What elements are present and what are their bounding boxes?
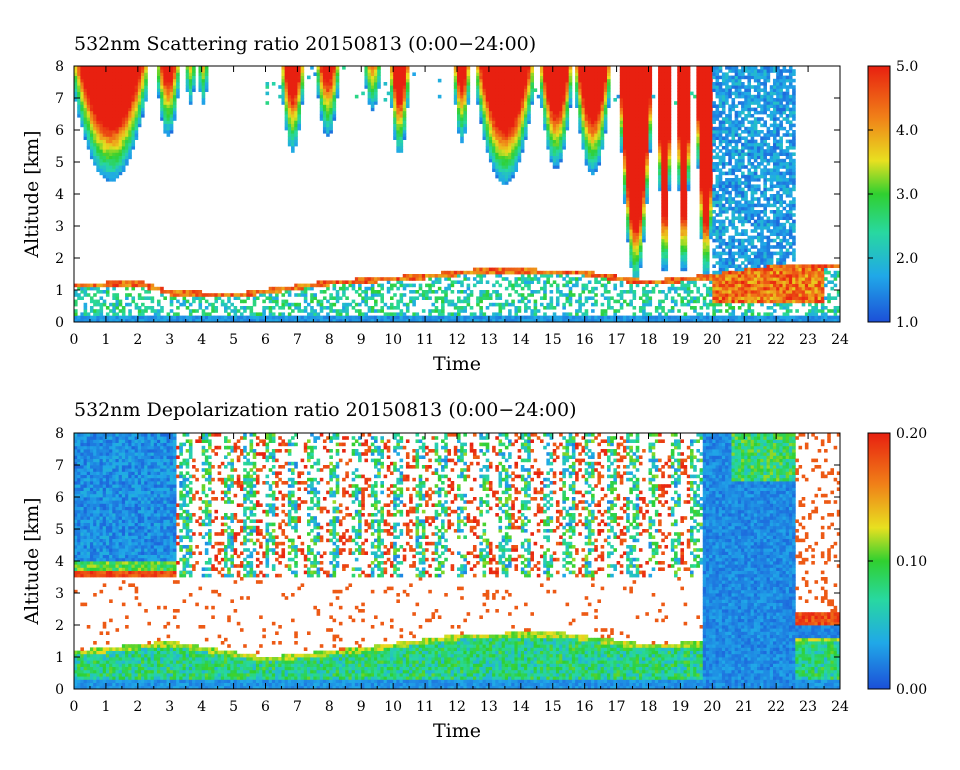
x-tick-label: 4 [197, 699, 206, 715]
colorbar-tick-label: 4.0 [896, 123, 918, 139]
x-tick-label: 1 [101, 332, 110, 348]
x-tick-label: 19 [672, 699, 690, 715]
scattering-ratio-title: 532nm Scattering ratio 20150813 (0:00−24… [74, 33, 536, 55]
x-tick-label: 9 [357, 332, 366, 348]
x-tick-label: 20 [703, 332, 721, 348]
scattering-colorbar-ticks: 1.0 2.0 3.0 4.0 5.0 [868, 59, 918, 331]
x-tick-label: 4 [197, 332, 206, 348]
x-tick-label: 10 [384, 332, 402, 348]
y-tick-label: 1 [55, 283, 64, 299]
x-tick-label: 16 [576, 332, 594, 348]
y-tick-label: 3 [55, 219, 64, 235]
x-tick-label: 6 [261, 699, 270, 715]
x-tick-label: 2 [133, 699, 142, 715]
x-tick-label: 23 [799, 699, 817, 715]
x-tick-label: 0 [70, 699, 79, 715]
depolarization-axes: 0 1 2 3 4 5 6 7 8 9 10 11 12 13 14 15 16 17 18 19 20 21 22 23 24… [55, 426, 849, 715]
y-tick-label: 0 [55, 682, 64, 698]
y-tick-label: 1 [55, 650, 64, 666]
x-tick-label: 21 [735, 699, 753, 715]
x-tick-label: 21 [735, 332, 753, 348]
y-tick-label: 6 [55, 490, 64, 506]
x-tick-label: 7 [293, 699, 302, 715]
y-tick-label: 8 [55, 59, 64, 75]
colorbar-tick-label: 3.0 [896, 187, 918, 203]
x-tick-label: 22 [767, 699, 785, 715]
scattering-y-axis-label: Altitude [km] [21, 130, 43, 258]
x-tick-label: 15 [544, 332, 562, 348]
x-tick-label: 14 [512, 699, 530, 715]
depolarization-ratio-heatmap [74, 433, 840, 689]
x-tick-label: 20 [703, 699, 721, 715]
y-tick-label: 7 [55, 91, 64, 107]
y-tick-label: 7 [55, 458, 64, 474]
colorbar-tick-label: 0.10 [896, 554, 927, 570]
x-tick-label: 16 [576, 699, 594, 715]
scattering-ratio-panel: 532nm Scattering ratio 20150813 (0:00−24… [21, 33, 918, 375]
x-tick-label: 2 [133, 332, 142, 348]
y-tick-label: 6 [55, 123, 64, 139]
x-tick-label: 18 [640, 699, 658, 715]
x-tick-label: 11 [416, 699, 434, 715]
x-tick-label: 0 [70, 332, 79, 348]
x-tick-label: 6 [261, 332, 270, 348]
x-tick-label: 5 [229, 332, 238, 348]
x-tick-label: 11 [416, 332, 434, 348]
colorbar-tick-label: 1.0 [896, 315, 918, 331]
scattering-x-axis-label: Time [433, 353, 481, 375]
colorbar-tick-label: 5.0 [896, 59, 918, 75]
x-tick-label: 9 [357, 699, 366, 715]
x-tick-label: 14 [512, 332, 530, 348]
y-tick-label: 3 [55, 586, 64, 602]
depolarization-colorbar-ticks: 0.00 0.10 0.20 [868, 426, 927, 698]
colorbar-tick-label: 2.0 [896, 251, 918, 267]
x-tick-label: 7 [293, 332, 302, 348]
x-tick-label: 8 [325, 332, 334, 348]
x-tick-label: 13 [480, 699, 498, 715]
x-tick-label: 17 [608, 699, 626, 715]
x-tick-label: 12 [448, 699, 466, 715]
depolarization-ratio-title: 532nm Depolarization ratio 20150813 (0:0… [74, 399, 576, 421]
x-tick-label: 24 [831, 332, 849, 348]
scattering-axes: 0 1 2 3 4 5 6 7 8 9 10 11 12 13 14 15 16 17 18 19 20 21 22 23 24… [55, 59, 849, 348]
y-tick-label: 2 [55, 251, 64, 267]
x-tick-label: 3 [165, 332, 174, 348]
x-tick-label: 3 [165, 699, 174, 715]
x-tick-label: 8 [325, 699, 334, 715]
y-tick-label: 4 [55, 187, 64, 203]
y-tick-label: 5 [55, 522, 64, 538]
x-tick-label: 22 [767, 332, 785, 348]
x-tick-label: 12 [448, 332, 466, 348]
x-tick-label: 24 [831, 699, 849, 715]
scattering-ratio-heatmap [74, 66, 840, 322]
x-tick-label: 1 [101, 699, 110, 715]
y-tick-label: 4 [55, 554, 64, 570]
colorbar-tick-label: 0.20 [896, 426, 927, 442]
y-tick-label: 8 [55, 426, 64, 442]
x-tick-label: 10 [384, 699, 402, 715]
y-tick-label: 5 [55, 155, 64, 171]
colorbar-tick-label: 0.00 [896, 682, 927, 698]
x-tick-label: 19 [672, 332, 690, 348]
x-tick-label: 23 [799, 332, 817, 348]
x-tick-label: 13 [480, 332, 498, 348]
depolarization-x-axis-label: Time [433, 720, 481, 742]
depolarization-y-axis-label: Altitude [km] [21, 497, 43, 625]
x-tick-label: 5 [229, 699, 238, 715]
x-tick-label: 17 [608, 332, 626, 348]
x-tick-label: 18 [640, 332, 658, 348]
x-tick-label: 15 [544, 699, 562, 715]
y-tick-label: 0 [55, 315, 64, 331]
depolarization-ratio-panel: 532nm Depolarization ratio 20150813 (0:0… [21, 399, 927, 742]
y-tick-label: 2 [55, 618, 64, 634]
